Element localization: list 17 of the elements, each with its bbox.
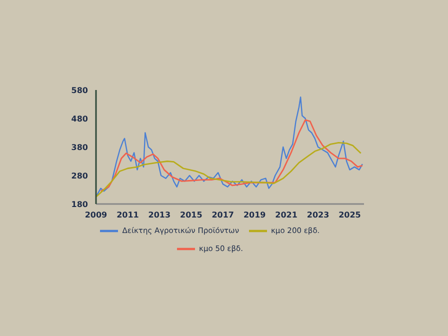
line-series — [96, 96, 364, 198]
x-tick-label: 2025 — [338, 210, 362, 220]
x-tick-label: 2013 — [148, 210, 171, 220]
x-tick-label: 2011 — [116, 210, 140, 220]
y-tick-label: 380 — [71, 142, 88, 152]
y-tick-label: 180 — [71, 200, 88, 209]
y-tick-label: 580 — [71, 86, 88, 95]
x-tick-label: 2021 — [275, 210, 298, 220]
x-tick-label: 2015 — [180, 210, 203, 220]
line-series — [96, 142, 362, 198]
x-tick-label: 2019 — [243, 210, 266, 220]
x-tick-label: 2009 — [84, 210, 108, 220]
y-tick-label: 280 — [71, 171, 88, 180]
y-tick-label: 480 — [71, 114, 88, 124]
x-tick-label: 2023 — [306, 210, 330, 220]
x-tick-label: 2017 — [212, 210, 234, 220]
line-series — [100, 119, 364, 192]
